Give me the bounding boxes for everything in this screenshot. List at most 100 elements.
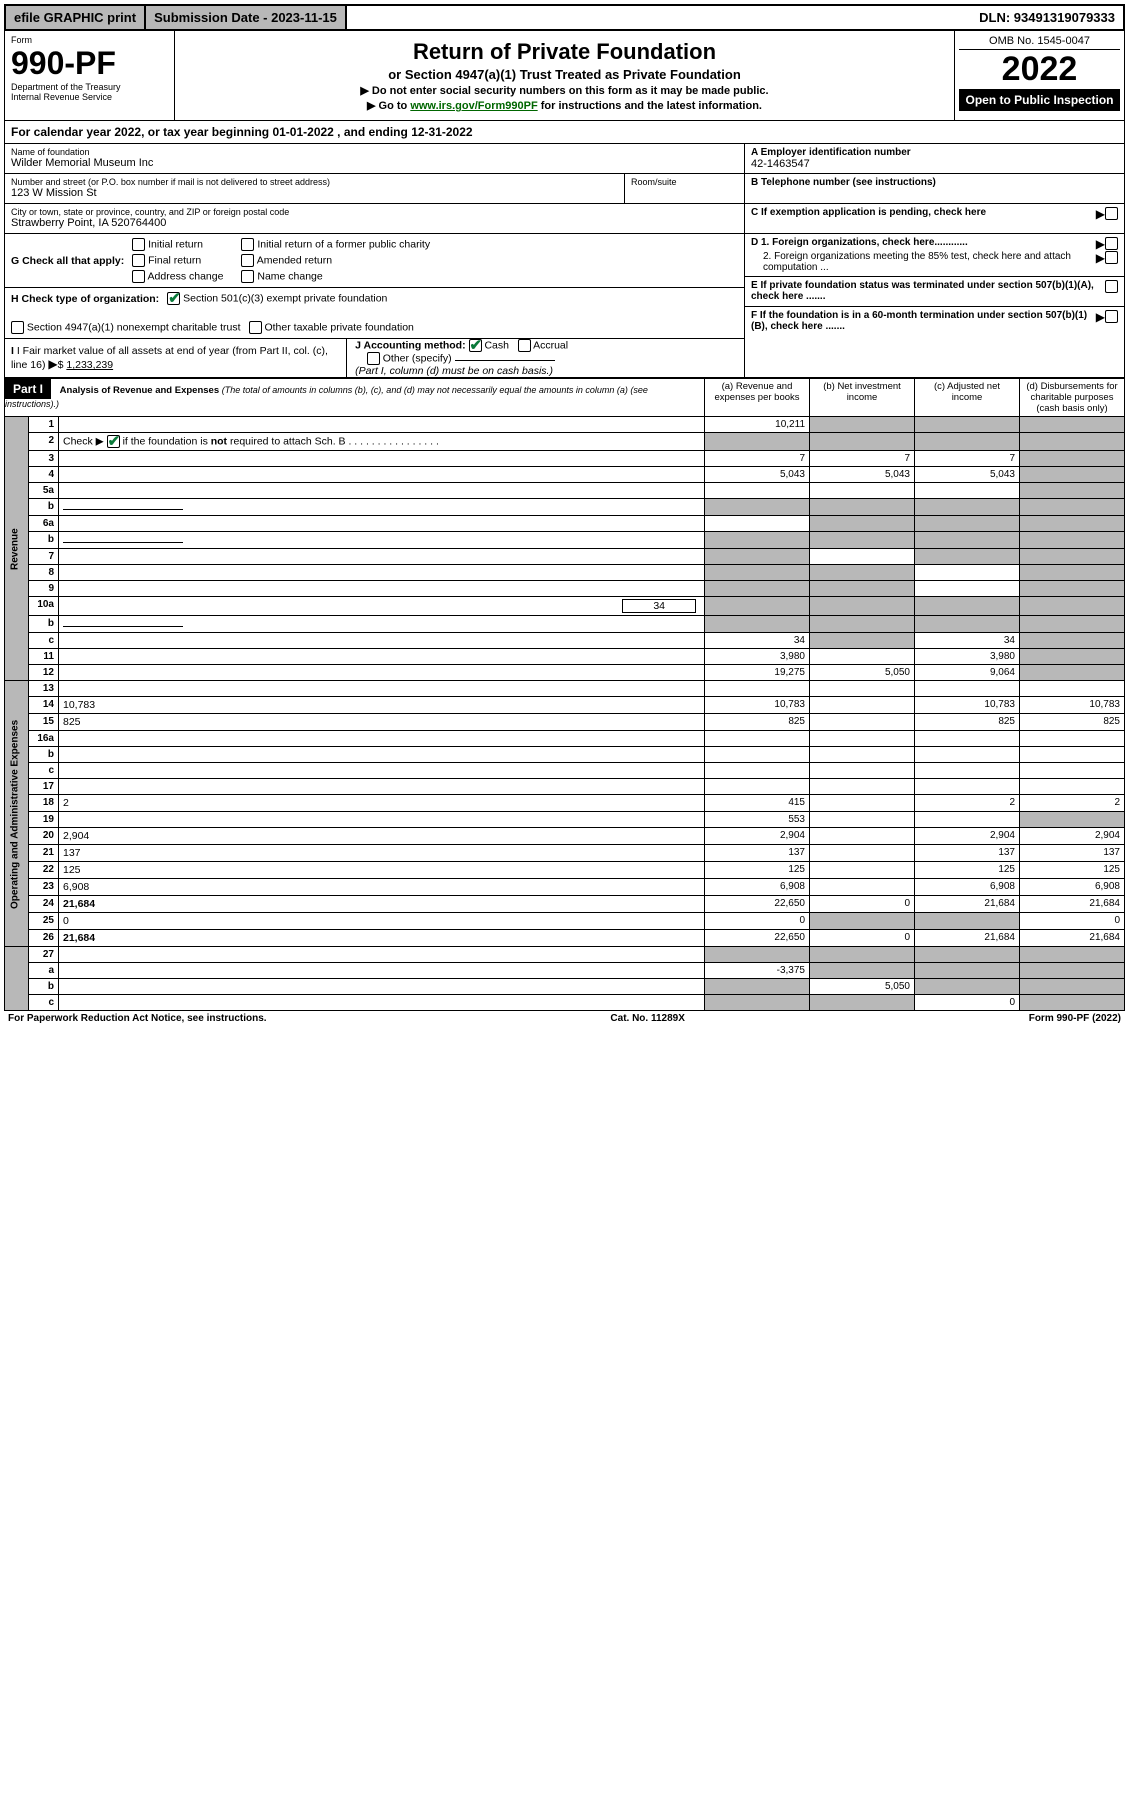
amount-cell [915,947,1020,963]
line-number: 27 [29,947,59,963]
amount-cell: 825 [915,714,1020,731]
city-cell: City or town, state or province, country… [5,204,744,234]
line-desc [59,483,705,499]
amount-cell [1020,581,1125,597]
footer-left: For Paperwork Reduction Act Notice, see … [8,1013,267,1024]
side-label: Revenue [5,417,29,681]
amount-cell [1020,467,1125,483]
checkbox-icon[interactable] [132,254,145,267]
table-row: 15825825825825 [5,714,1125,731]
line-desc [59,516,705,532]
line-desc: 21,684 [59,896,705,913]
b-cell: B Telephone number (see instructions) [745,174,1124,204]
ein: 42-1463547 [751,158,1118,170]
amount-cell: 0 [810,930,915,947]
amount-cell [810,597,915,616]
line-desc: 34 [59,597,705,616]
checkbox-icon[interactable] [11,321,24,334]
footer-right: Form 990-PF (2022) [1029,1013,1121,1024]
irs-link[interactable]: www.irs.gov/Form990PF [410,100,537,112]
room-label: Room/suite [631,177,744,187]
checkbox-icon[interactable] [1105,251,1118,264]
amount-cell [915,549,1020,565]
amount-cell: 22,650 [705,930,810,947]
note2-post: for instructions and the latest informat… [538,100,762,112]
amount-cell [810,879,915,896]
amount-cell: 125 [1020,862,1125,879]
amount-cell [1020,763,1125,779]
line-number: b [29,979,59,995]
c-label: C If exemption application is pending, c… [751,207,1096,230]
amount-cell [705,763,810,779]
header-left: Form 990-PF Department of the Treasury I… [5,31,175,120]
col-b-header: (b) Net investment income [810,379,915,417]
amount-cell [810,828,915,845]
amount-cell: 19,275 [705,665,810,681]
checkbox-icon[interactable] [1105,310,1118,323]
line-desc [59,995,705,1011]
amount-cell: 10,211 [705,417,810,433]
amount-cell: 5,050 [810,665,915,681]
amount-cell [705,549,810,565]
amount-cell [915,433,1020,451]
line-number: 7 [29,549,59,565]
amount-cell: 553 [705,812,810,828]
amount-cell: 415 [705,795,810,812]
checkbox-icon[interactable] [241,270,254,283]
note2: ▶ Go to www.irs.gov/Form990PF for instru… [185,99,944,112]
line-number: 24 [29,896,59,913]
table-row: c0 [5,995,1125,1011]
table-row: 16a [5,731,1125,747]
h-label: H Check type of organization: [11,293,159,305]
amount-cell [1020,516,1125,532]
line-number: c [29,763,59,779]
amount-cell [915,597,1020,616]
g-opt-0: Initial return [132,238,223,251]
line-desc: 2,904 [59,828,705,845]
table-row: 8 [5,565,1125,581]
amount-cell [705,433,810,451]
i-label: I Fair market value of all assets at end… [11,345,328,371]
table-row: 6a [5,516,1125,532]
line-desc [59,616,705,633]
amount-cell [1020,451,1125,467]
checkbox-icon[interactable] [167,292,180,305]
header-right: OMB No. 1545-0047 2022 Open to Public In… [954,31,1124,120]
checkbox-icon[interactable] [1105,207,1118,220]
amount-cell [810,549,915,565]
checkbox-icon[interactable] [132,270,145,283]
checkbox-icon[interactable] [132,238,145,251]
checkbox-icon[interactable] [469,339,482,352]
amount-cell [705,681,810,697]
amount-cell: 21,684 [1020,896,1125,913]
checkbox-icon[interactable] [241,238,254,251]
amount-cell [705,565,810,581]
checkbox-icon[interactable] [249,321,262,334]
j-note: (Part I, column (d) must be on cash basi… [355,365,553,377]
line-number: 6a [29,516,59,532]
amount-cell: 22,650 [705,896,810,913]
checkbox-icon[interactable] [241,254,254,267]
amount-cell [915,483,1020,499]
checkbox-icon[interactable] [367,352,380,365]
amount-cell [810,714,915,731]
amount-cell [705,516,810,532]
amount-cell [915,979,1020,995]
amount-cell [705,483,810,499]
line-number: 4 [29,467,59,483]
amount-cell: -3,375 [705,963,810,979]
amount-cell [1020,417,1125,433]
a-label: A Employer identification number [751,147,1118,158]
checkbox-icon[interactable] [1105,280,1118,293]
amount-cell: 2 [915,795,1020,812]
f-cell: F If the foundation is in a 60-month ter… [745,307,1124,337]
amount-cell [810,747,915,763]
amount-cell [705,979,810,995]
amount-cell [810,483,915,499]
amount-cell [915,913,1020,930]
line-number: c [29,995,59,1011]
checkbox-icon[interactable] [518,339,531,352]
d1-label: D 1. Foreign organizations, check here..… [751,237,1096,251]
checkbox-icon[interactable] [1105,237,1118,250]
addr-label: Number and street (or P.O. box number if… [11,177,624,187]
